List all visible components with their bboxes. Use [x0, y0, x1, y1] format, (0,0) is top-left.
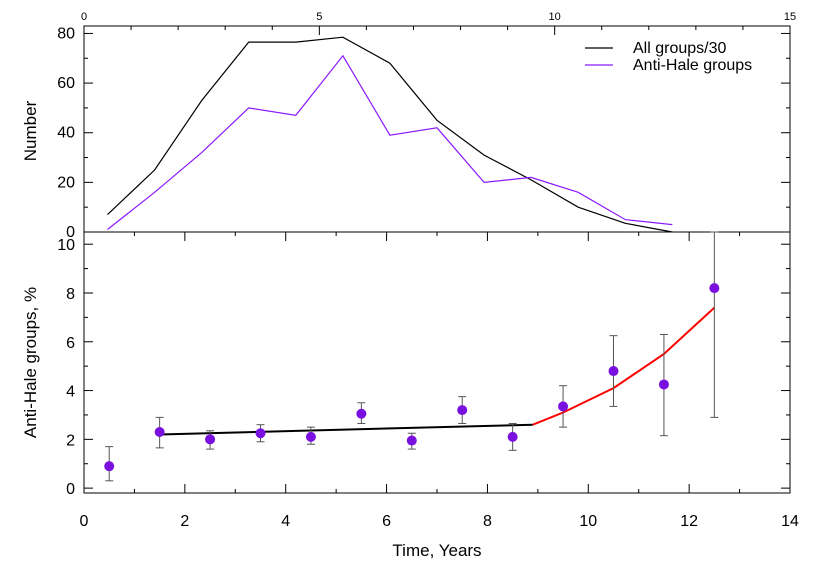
top-y-tick-label: 20 — [57, 174, 75, 191]
data-point — [205, 434, 216, 445]
data-point — [255, 428, 266, 439]
data-point — [154, 427, 165, 438]
y-tick-label: 2 — [66, 432, 75, 449]
bottom-y-axis-label: Anti-Hale groups, % — [21, 287, 40, 438]
y-tick-label: 10 — [57, 237, 75, 254]
x-axis-label: Time, Years — [392, 541, 481, 560]
x-tick-label: 8 — [483, 513, 492, 530]
y-tick-label: 8 — [66, 286, 75, 303]
data-point — [406, 435, 417, 446]
series-line-anti-hale-groups — [107, 54, 673, 230]
data-point — [356, 408, 367, 419]
top-y-tick-label: 80 — [57, 25, 75, 42]
x-tick-label: 12 — [680, 513, 698, 530]
data-point — [457, 405, 468, 416]
top-x-tick-label: 5 — [316, 11, 322, 23]
data-point — [104, 461, 115, 472]
y-tick-label: 6 — [66, 335, 75, 352]
top-y-tick-label: 0 — [66, 224, 75, 241]
data-point — [507, 431, 518, 442]
top-x-tick-label: 10 — [549, 11, 561, 23]
x-tick-label: 0 — [80, 513, 89, 530]
x-tick-label: 6 — [382, 513, 391, 530]
top-y-tick-label: 40 — [57, 125, 75, 142]
linear-fit-line — [159, 423, 533, 436]
top-y-tick-label: 60 — [57, 75, 75, 92]
data-point — [608, 366, 619, 377]
bottom-panel: 0 2 4 6 8 10 12 14 0 2 4 6 8 10 — [57, 231, 799, 530]
legend-label: Anti-Hale groups — [633, 57, 752, 74]
data-point — [658, 379, 669, 390]
x-tick-label: 14 — [781, 513, 799, 530]
x-tick-label: 10 — [579, 513, 597, 530]
data-point — [558, 401, 569, 412]
top-y-axis-label: Number — [21, 100, 40, 161]
data-point — [305, 431, 316, 442]
top-x-tick-label: 0 — [81, 11, 87, 23]
data-point — [709, 283, 720, 294]
y-tick-label: 0 — [66, 481, 75, 498]
y-tick-label: 4 — [66, 384, 75, 401]
top-x-tick-label: 15 — [784, 11, 796, 23]
x-tick-label: 4 — [281, 513, 290, 530]
x-tick-label: 2 — [180, 513, 189, 530]
legend-label: All groups/30 — [633, 40, 726, 57]
series-line-all-groups — [107, 36, 673, 233]
